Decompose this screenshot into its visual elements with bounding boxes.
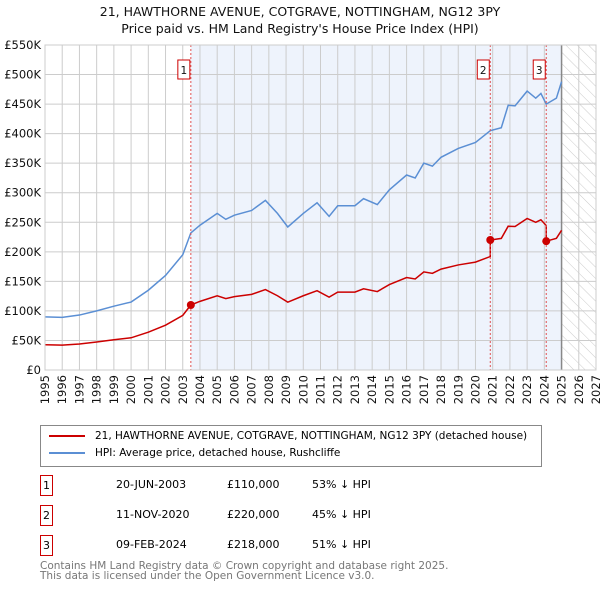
sale-point bbox=[186, 301, 195, 309]
legend-hpi: HPI: Average price, detached house, Rush… bbox=[95, 447, 341, 459]
sale-label-box bbox=[532, 59, 546, 80]
x-tick-label: 2015 bbox=[382, 375, 396, 404]
x-tick-label: 1995 bbox=[38, 375, 52, 404]
y-tick-label: £50K bbox=[12, 333, 42, 347]
sale-price: £218,000 bbox=[227, 538, 280, 551]
x-tick-label: 1998 bbox=[90, 375, 104, 404]
y-tick-label: £550K bbox=[4, 38, 41, 52]
sale-date: 11-NOV-2020 bbox=[116, 508, 190, 521]
x-tick-label: 2014 bbox=[365, 375, 379, 404]
y-tick-label: £150K bbox=[4, 274, 41, 288]
sale-label-box bbox=[476, 59, 490, 80]
x-tick-label: 2017 bbox=[417, 375, 431, 404]
x-tick-label: 2007 bbox=[245, 375, 259, 404]
sale-point bbox=[486, 236, 495, 244]
x-tick-label: 2025 bbox=[555, 375, 569, 404]
sale-label: 3 bbox=[536, 65, 543, 77]
x-tick-label: 2002 bbox=[159, 375, 173, 404]
legend-red-line bbox=[49, 435, 85, 437]
sale-marker: 3 bbox=[40, 535, 53, 556]
sale-hpi: 45% ↓ HPI bbox=[312, 508, 371, 521]
x-tick-label: 2009 bbox=[279, 375, 293, 404]
x-tick-label: 1996 bbox=[55, 375, 69, 404]
x-tick-label: 2010 bbox=[296, 375, 310, 404]
y-tick-label: £450K bbox=[4, 97, 41, 111]
x-tick-label: 2018 bbox=[434, 375, 448, 404]
sale-price: £110,000 bbox=[227, 478, 280, 491]
sale-date: 20-JUN-2003 bbox=[116, 478, 187, 491]
y-tick-label: £500K bbox=[4, 68, 41, 82]
chart-title: 21, HAWTHORNE AVENUE, COTGRAVE, NOTTINGH… bbox=[0, 3, 600, 37]
shaded-period bbox=[190, 45, 562, 370]
x-tick-label: 2013 bbox=[348, 375, 362, 404]
sale-hpi: 53% ↓ HPI bbox=[312, 478, 371, 491]
legend: 21, HAWTHORNE AVENUE, COTGRAVE, NOTTINGH… bbox=[40, 425, 542, 467]
legend-property: 21, HAWTHORNE AVENUE, COTGRAVE, NOTTINGH… bbox=[95, 430, 528, 442]
x-tick-label: 2016 bbox=[400, 375, 414, 404]
sale-row: 2 11-NOV-2020 £220,000 45% ↓ HPI bbox=[40, 505, 600, 527]
x-tick-label: 2026 bbox=[572, 375, 586, 404]
x-tick-label: 2005 bbox=[210, 375, 224, 404]
x-tick-label: 2022 bbox=[503, 375, 517, 404]
footer-line: Contains HM Land Registry data © Crown c… bbox=[40, 560, 449, 572]
footer-line: This data is licensed under the Open Gov… bbox=[40, 570, 375, 582]
x-tick-label: 1999 bbox=[107, 375, 121, 404]
property-line bbox=[44, 217, 563, 346]
x-tick-label: 2001 bbox=[141, 375, 155, 404]
x-tick-label: 2011 bbox=[314, 375, 328, 404]
plot-border bbox=[44, 44, 597, 371]
sale-label-box bbox=[177, 59, 191, 80]
x-tick-label: 2003 bbox=[176, 375, 190, 404]
price-chart: £0 £50K £100K £150K £200K £250K £300K £350K £400… bbox=[4, 38, 600, 404]
x-tick-label: 2006 bbox=[227, 375, 241, 404]
sale-label: 1 bbox=[180, 65, 187, 77]
y-tick-label: £350K bbox=[4, 156, 41, 170]
x-tick-label: 2021 bbox=[486, 375, 500, 404]
x-tick-label: 2020 bbox=[468, 375, 482, 404]
y-tick-label: £400K bbox=[4, 127, 41, 141]
y-tick-label: £200K bbox=[4, 245, 41, 259]
title-line: 21, HAWTHORNE AVENUE, COTGRAVE, NOTTINGH… bbox=[99, 4, 501, 19]
y-tick-label: £100K bbox=[4, 304, 41, 318]
x-tick-label: 2023 bbox=[520, 375, 534, 404]
x-tick-label: 2024 bbox=[537, 375, 551, 404]
footer: Contains HM Land Registry data © Crown c… bbox=[40, 560, 449, 582]
sale-label: 2 bbox=[480, 65, 487, 77]
sale-marker: 1 bbox=[40, 475, 53, 496]
y-tick-label: £250K bbox=[4, 215, 41, 229]
sale-date: 09-FEB-2024 bbox=[116, 538, 187, 551]
x-tick-label: 2027 bbox=[589, 375, 600, 404]
sale-marker: 2 bbox=[40, 505, 53, 526]
sale-hpi: 51% ↓ HPI bbox=[312, 538, 371, 551]
y-tick-label: £0 bbox=[26, 363, 41, 377]
x-tick-label: 2019 bbox=[451, 375, 465, 404]
hpi-line bbox=[44, 81, 563, 319]
x-tick-label: 2000 bbox=[124, 375, 138, 404]
sale-price: £220,000 bbox=[227, 508, 280, 521]
x-tick-label: 2012 bbox=[331, 375, 345, 404]
x-tick-label: 2008 bbox=[262, 375, 276, 404]
legend-blue-line bbox=[49, 452, 85, 454]
sale-row: 3 09-FEB-2024 £218,000 51% ↓ HPI bbox=[40, 535, 600, 557]
x-tick-label: 1997 bbox=[72, 375, 86, 404]
sale-row: 1 20-JUN-2003 £110,000 53% ↓ HPI bbox=[40, 475, 600, 497]
x-tick-label: 2004 bbox=[193, 375, 207, 404]
sale-point bbox=[542, 237, 551, 246]
subtitle-line: Price paid vs. HM Land Registry's House … bbox=[121, 21, 479, 36]
y-tick-label: £300K bbox=[4, 186, 41, 200]
